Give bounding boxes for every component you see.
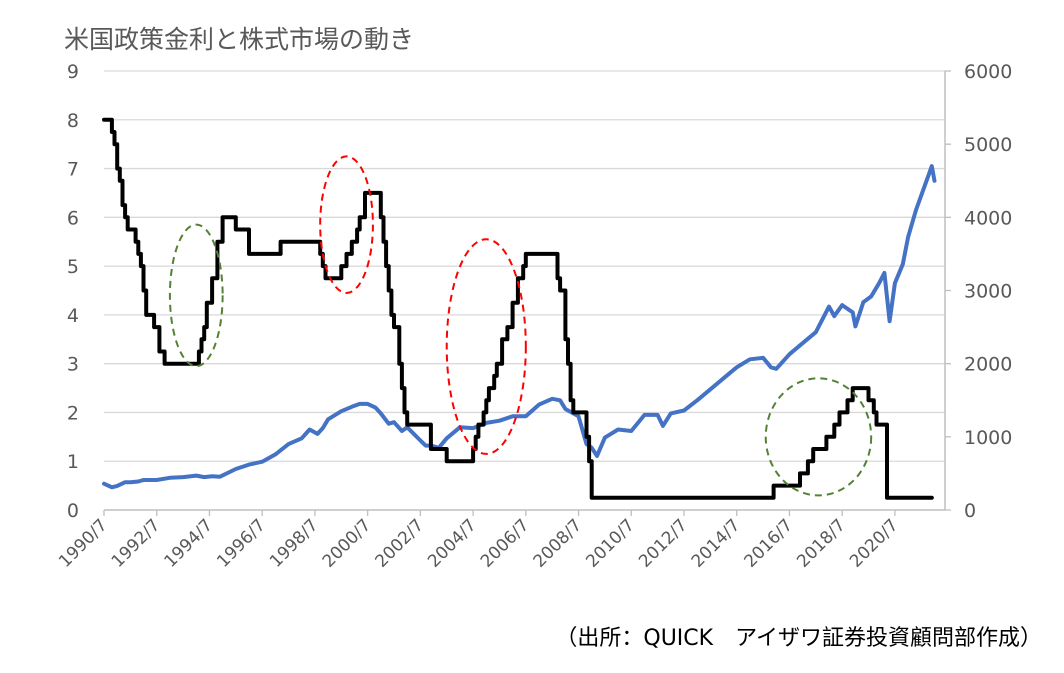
annotation-ellipse xyxy=(319,155,374,294)
annotation-ellipse xyxy=(764,377,873,497)
x-tick-label: 2014/7 xyxy=(688,515,744,571)
annotation-ellipse xyxy=(445,238,527,455)
x-tick-label: 2020/7 xyxy=(846,515,902,571)
x-tick-label: 2010/7 xyxy=(582,515,638,571)
series-line-policy-rate xyxy=(102,117,934,500)
source-note: （出所：QUICK アイザワ証券投資顧問部作成） xyxy=(555,626,1042,651)
y-right-tick-label: 3000 xyxy=(964,281,1012,303)
y-right-tick-label: 2000 xyxy=(964,354,1012,376)
y-right-tick-label: 1000 xyxy=(964,427,1012,449)
x-tick-label: 2008/7 xyxy=(530,515,586,571)
series-line-stock-index xyxy=(102,164,937,490)
y-left-tick-label: 0 xyxy=(67,500,79,522)
annotations-layer xyxy=(168,155,873,497)
x-tick-label: 1992/7 xyxy=(108,515,164,571)
x-tick-label: 1998/7 xyxy=(266,515,322,571)
x-tick-label: 2000/7 xyxy=(319,515,375,571)
y-right-tick-label: 5000 xyxy=(964,134,1012,156)
x-tick-label: 2016/7 xyxy=(741,515,797,571)
y-left-tick-label: 3 xyxy=(67,354,79,376)
y-left-tick-label: 8 xyxy=(67,110,79,132)
x-tick-label: 2018/7 xyxy=(793,515,849,571)
y-right-tick-label: 0 xyxy=(964,500,976,522)
x-tick-label: 1990/7 xyxy=(55,515,111,571)
y-left-tick-label: 1 xyxy=(67,451,79,473)
x-tick-label: 2004/7 xyxy=(424,515,480,571)
annotation-ellipse xyxy=(168,223,224,368)
y-left-tick-label: 9 xyxy=(67,61,79,83)
y-left-tick-label: 4 xyxy=(67,305,79,327)
y-right-tick-label: 4000 xyxy=(964,207,1012,229)
y-left-tick-label: 6 xyxy=(67,207,79,229)
y-left-tick-label: 5 xyxy=(67,256,79,278)
axes: 0 1 2 3 4 5 6 7 8 9 0 1000 2000 3000 4000 5000 6000 1990/… xyxy=(55,61,1012,572)
x-tick-label: 1996/7 xyxy=(213,515,269,571)
y-left-tick-label: 7 xyxy=(67,159,79,181)
series-layer xyxy=(102,117,937,500)
x-tick-label: 1994/7 xyxy=(161,515,217,571)
x-tick-label: 2002/7 xyxy=(371,515,427,571)
y-right-tick-label: 6000 xyxy=(964,61,1012,83)
chart-title: 米国政策金利と株式市場の動き xyxy=(64,25,414,54)
x-tick-label: 2012/7 xyxy=(635,515,691,571)
x-tick-label: 2006/7 xyxy=(477,515,533,571)
y-left-tick-label: 2 xyxy=(67,402,79,424)
